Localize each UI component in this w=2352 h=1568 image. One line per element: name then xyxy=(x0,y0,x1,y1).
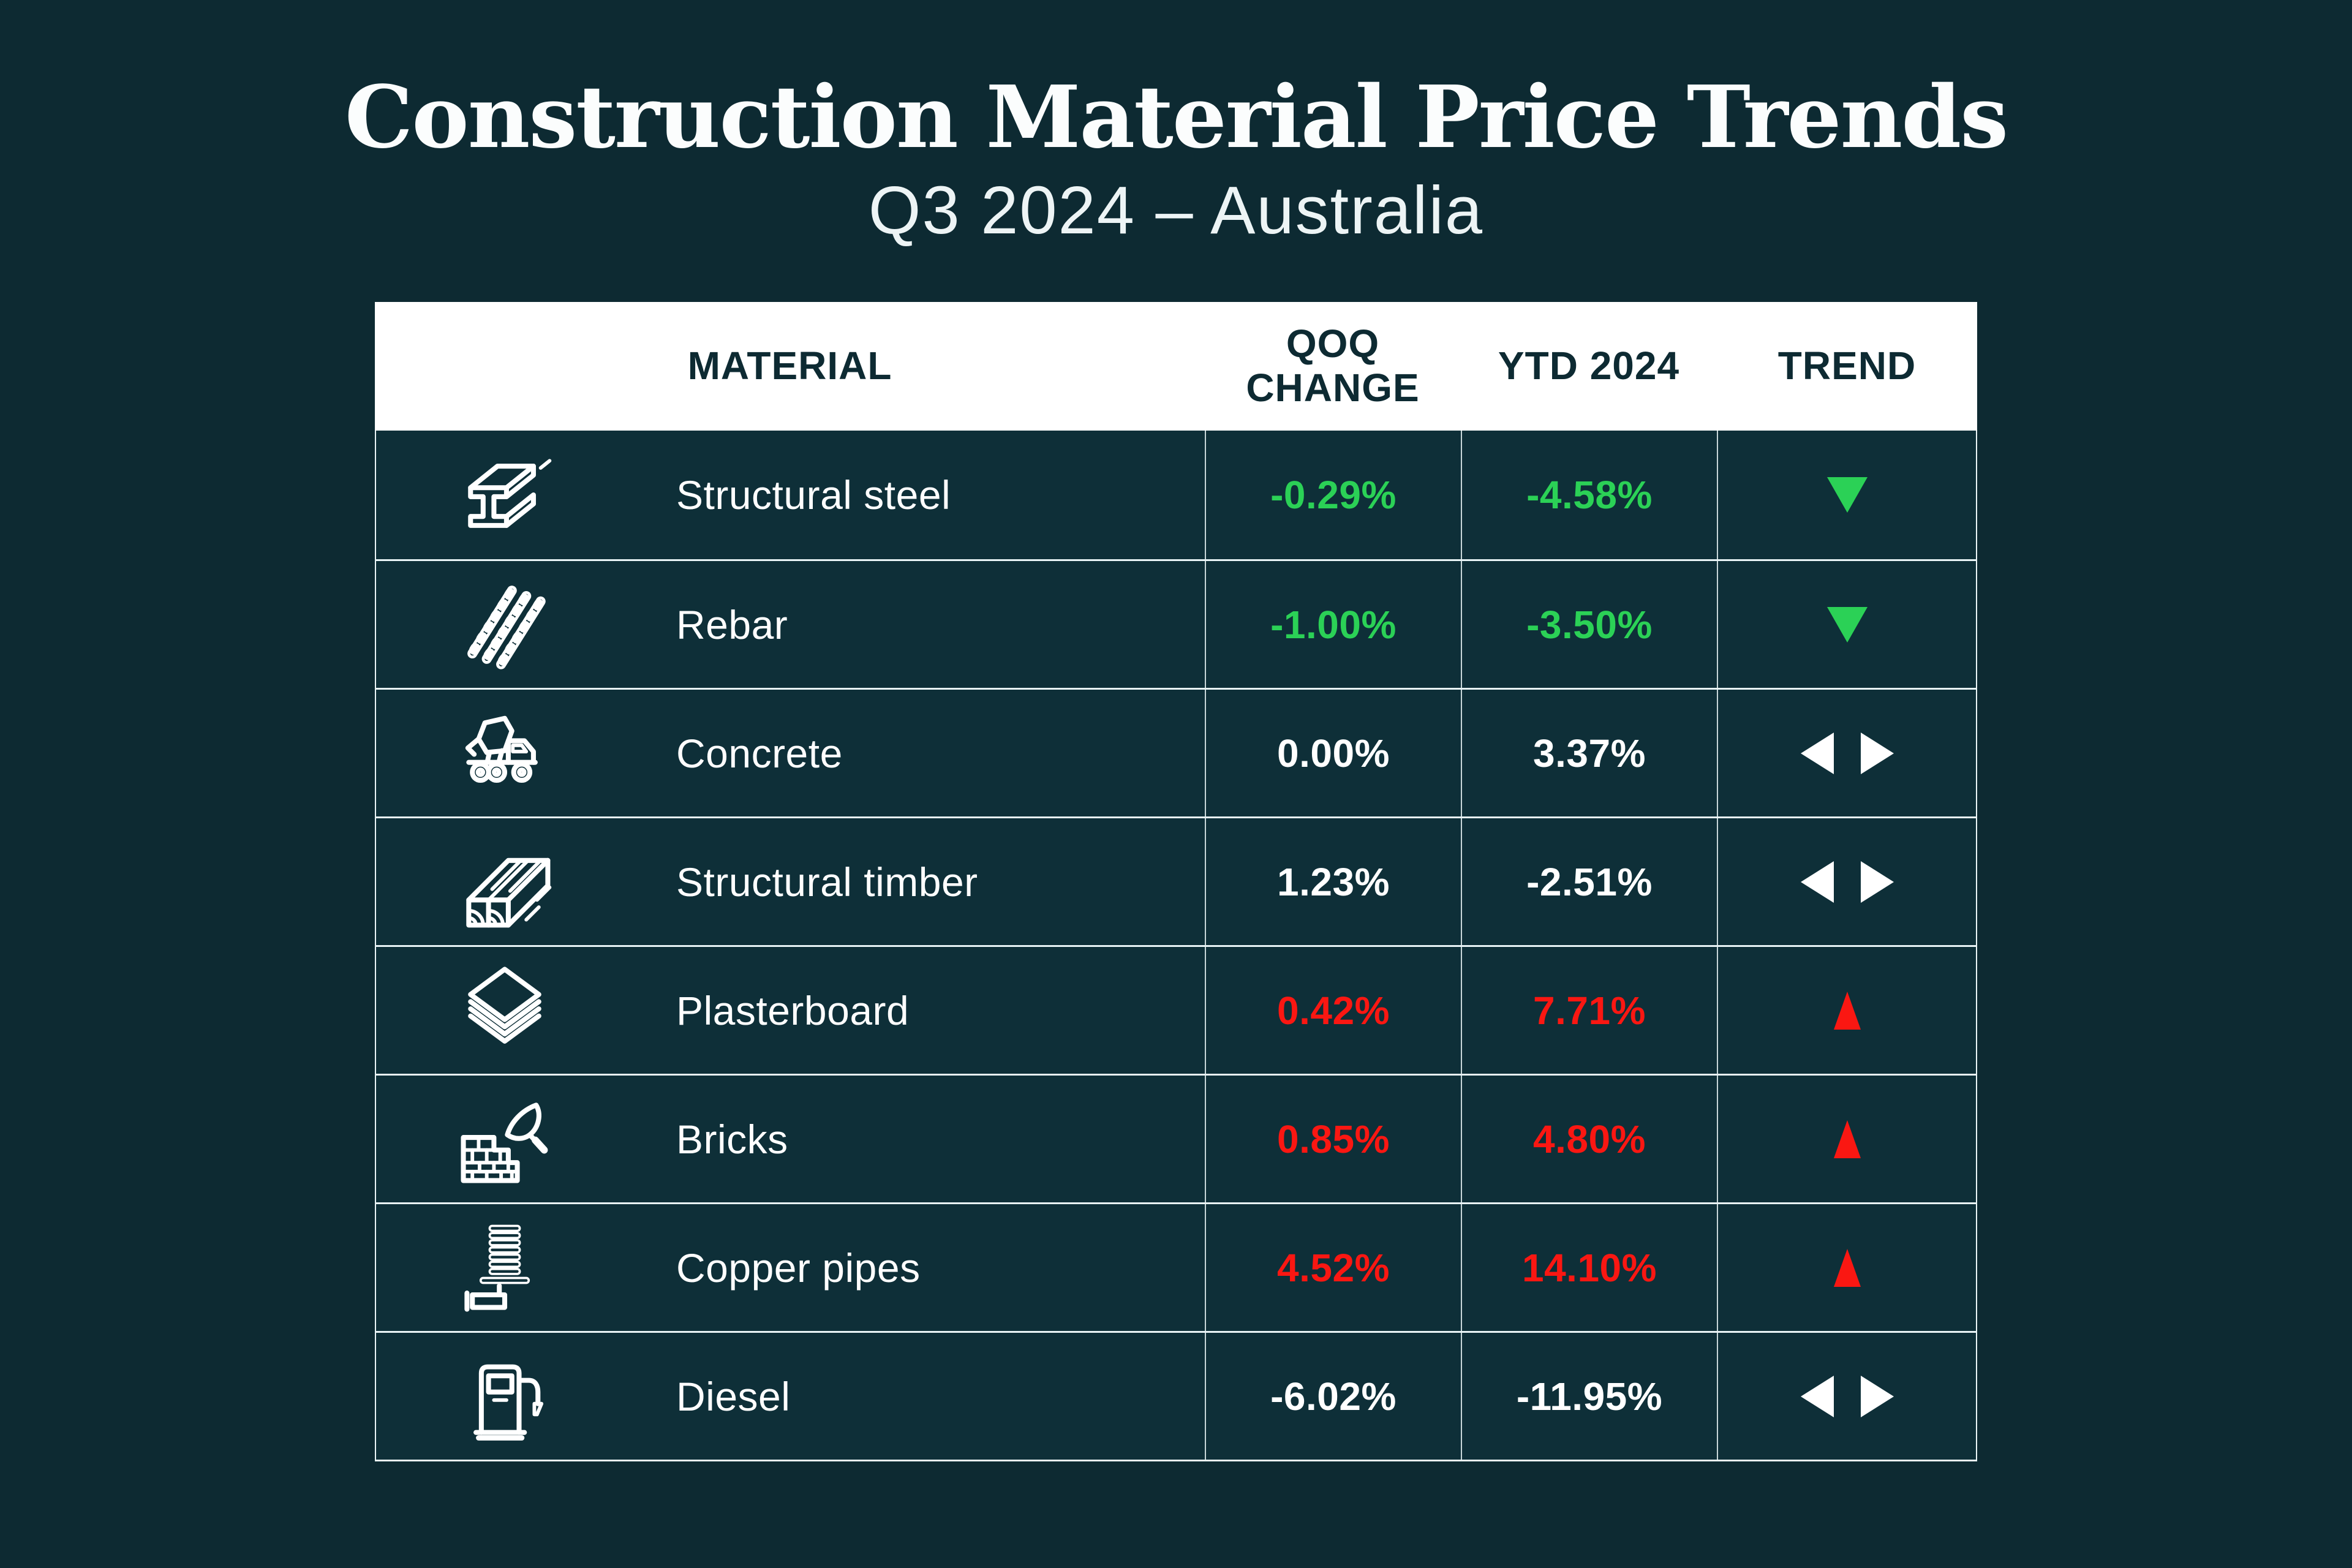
material-cell: Structural steel xyxy=(376,431,1205,559)
table-row: Structural timber 1.23% -2.51% xyxy=(376,816,1976,945)
trend-cell xyxy=(1717,431,1976,559)
table-row: Plasterboard 0.42% 7.71% xyxy=(376,945,1976,1074)
material-cell: Concrete xyxy=(376,690,1205,816)
material-label: Structural timber xyxy=(676,859,978,905)
trend-cell xyxy=(1717,818,1976,945)
rebar-icon xyxy=(451,571,559,679)
material-label: Rebar xyxy=(676,601,788,647)
ytd-value: -3.50% xyxy=(1461,561,1717,688)
trend-cell xyxy=(1717,690,1976,816)
material-label: Bricks xyxy=(676,1116,788,1162)
ytd-value: 7.71% xyxy=(1461,947,1717,1074)
qoq-change-value: 4.52% xyxy=(1205,1204,1461,1331)
trend-flat-icon xyxy=(1800,732,1894,774)
table-row: Concrete 0.00% 3.37% xyxy=(376,688,1976,816)
ytd-value: -4.58% xyxy=(1461,431,1717,559)
ytd-value: 14.10% xyxy=(1461,1204,1717,1331)
plasterboard-icon xyxy=(451,957,559,1065)
qoq-change-value: 1.23% xyxy=(1205,818,1461,945)
trend-cell xyxy=(1717,1333,1976,1460)
trend-up-icon xyxy=(1833,1248,1861,1287)
material-cell: Diesel xyxy=(376,1333,1205,1460)
column-header-material: MATERIAL xyxy=(687,344,892,388)
trend-up-icon xyxy=(1833,1120,1861,1158)
trend-flat-icon xyxy=(1800,861,1894,903)
trend-down-icon xyxy=(1826,477,1868,513)
trend-down-icon xyxy=(1826,606,1868,643)
timber-icon xyxy=(451,828,559,936)
table-body: Structural steel -0.29% -4.58% Rebar -1.… xyxy=(375,431,1977,1461)
ytd-value: 3.37% xyxy=(1461,690,1717,816)
table-row: Structural steel -0.29% -4.58% xyxy=(376,431,1976,559)
material-cell: Bricks xyxy=(376,1076,1205,1202)
material-label: Concrete xyxy=(676,730,843,776)
trend-cell xyxy=(1717,1204,1976,1331)
column-header-trend: TREND xyxy=(1777,344,1917,388)
ytd-value: 4.80% xyxy=(1461,1076,1717,1202)
material-cell: Plasterboard xyxy=(376,947,1205,1074)
concrete-mixer-icon xyxy=(451,699,559,807)
column-header-qoq-change-label: QOQ CHANGE xyxy=(1246,322,1420,410)
material-label: Structural steel xyxy=(676,472,951,518)
trend-flat-icon xyxy=(1800,1375,1894,1417)
copper-pipes-icon xyxy=(451,1214,559,1322)
bricks-icon xyxy=(451,1085,559,1193)
trend-cell xyxy=(1717,947,1976,1074)
qoq-change-value: -0.29% xyxy=(1205,431,1461,559)
table-row: Diesel -6.02% -11.95% xyxy=(376,1331,1976,1460)
qoq-change-value: 0.00% xyxy=(1205,690,1461,816)
qoq-change-value: 0.42% xyxy=(1205,947,1461,1074)
table-row: Copper pipes 4.52% 14.10% xyxy=(376,1202,1976,1331)
table-row: Bricks 0.85% 4.80% xyxy=(376,1074,1976,1202)
ytd-value: -11.95% xyxy=(1461,1333,1717,1460)
qoq-change-value: 0.85% xyxy=(1205,1076,1461,1202)
material-label: Copper pipes xyxy=(676,1245,921,1291)
material-cell: Structural timber xyxy=(376,818,1205,945)
column-header-qoq-change: QOQ CHANGE xyxy=(1205,302,1461,431)
page-subtitle: Q3 2024 – Australia xyxy=(868,173,1484,248)
trend-cell xyxy=(1717,561,1976,688)
column-header-ytd-2024: YTD 2024 xyxy=(1498,344,1680,388)
ytd-value: -2.51% xyxy=(1461,818,1717,945)
material-label: Diesel xyxy=(676,1373,791,1419)
qoq-change-value: -1.00% xyxy=(1205,561,1461,688)
table-header-row: MATERIAL QOQ CHANGE YTD 2024 TREND xyxy=(375,302,1977,431)
trend-up-icon xyxy=(1833,991,1861,1030)
price-table: MATERIAL QOQ CHANGE YTD 2024 TREND Struc… xyxy=(375,302,1977,1461)
material-label: Plasterboard xyxy=(676,987,910,1033)
material-cell: Rebar xyxy=(376,561,1205,688)
page-title: Construction Material Price Trends xyxy=(344,67,2008,168)
qoq-change-value: -6.02% xyxy=(1205,1333,1461,1460)
table-row: Rebar -1.00% -3.50% xyxy=(376,559,1976,688)
fuel-pump-icon xyxy=(451,1343,559,1450)
trend-cell xyxy=(1717,1076,1976,1202)
steel-beam-icon xyxy=(451,441,559,549)
material-cell: Copper pipes xyxy=(376,1204,1205,1331)
